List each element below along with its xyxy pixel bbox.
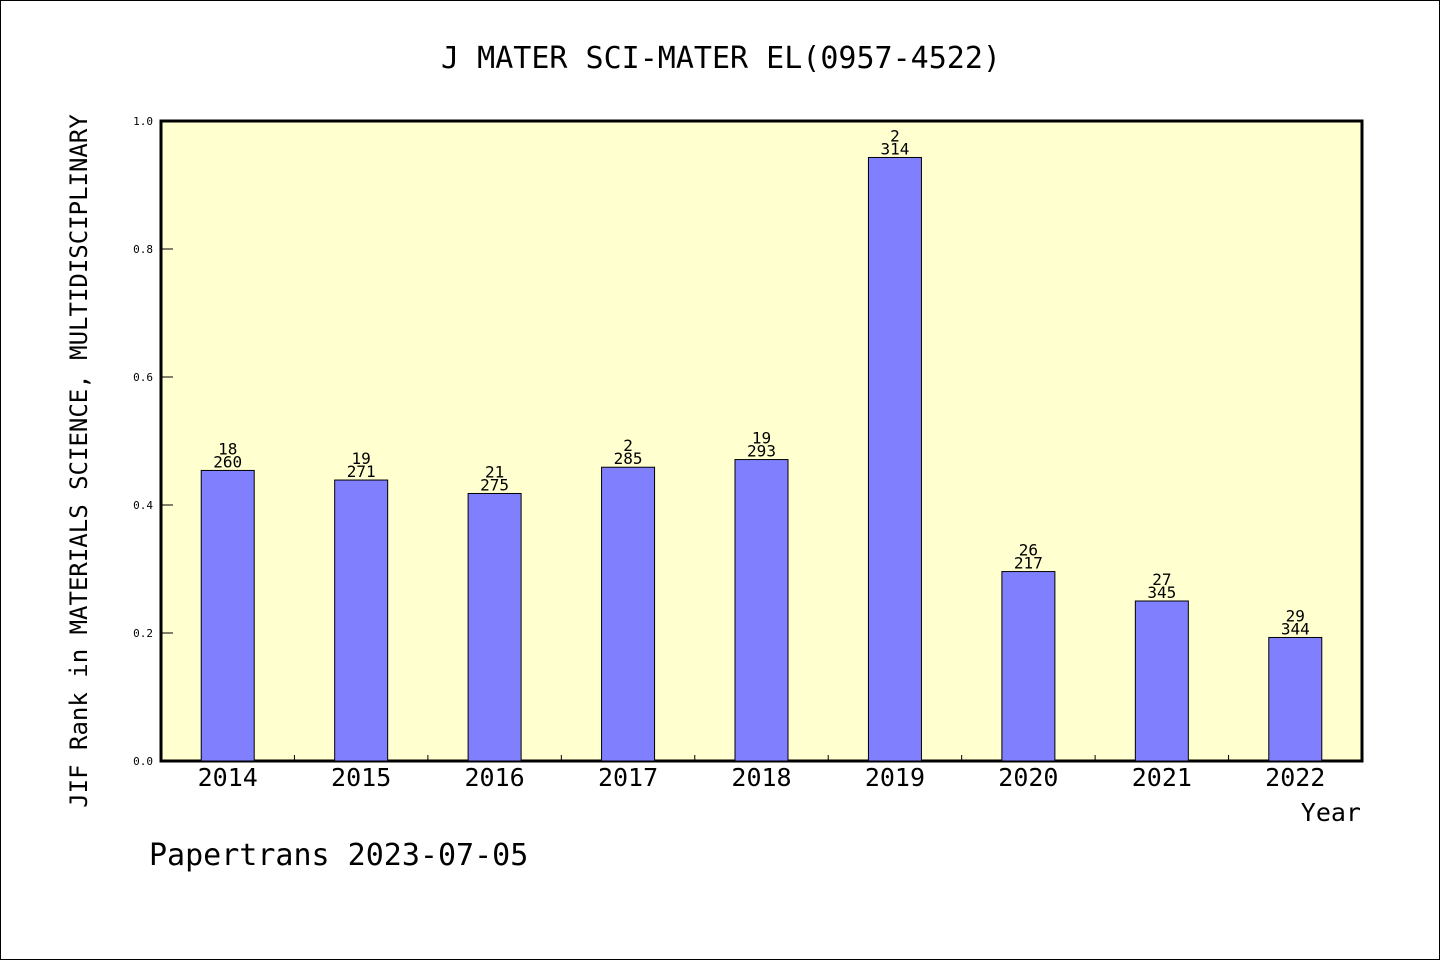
bar-label-bottom: 344 bbox=[1281, 619, 1310, 638]
bar-2014 bbox=[200, 469, 255, 762]
y-tick-label: 0.2 bbox=[133, 627, 153, 640]
bar-label-bottom: 260 bbox=[213, 452, 242, 471]
bar-label-top: 19 bbox=[352, 449, 371, 468]
bar-label-bottom: 314 bbox=[880, 139, 909, 158]
y-axis-label: JIF Rank in MATERIALS SCIENCE, MULTIDISC… bbox=[65, 114, 93, 808]
x-tick-label: 2014 bbox=[198, 763, 258, 792]
x-tick-label: 2017 bbox=[598, 763, 658, 792]
y-tick-label: 0.8 bbox=[133, 243, 153, 256]
bar-2022 bbox=[1268, 636, 1323, 762]
bar-label-bottom: 217 bbox=[1014, 554, 1043, 573]
bar-2015 bbox=[334, 479, 389, 762]
x-tick-label: 2022 bbox=[1265, 763, 1325, 792]
x-tick-label: 2020 bbox=[998, 763, 1058, 792]
bar-label-top: 18 bbox=[218, 439, 237, 458]
x-tick-label: 2018 bbox=[731, 763, 791, 792]
bar-label-bottom: 345 bbox=[1147, 583, 1176, 602]
x-axis: 2014 2015 2016 2017 2018 2019 2020 2021 2022 bbox=[198, 755, 1325, 792]
x-tick-label: 2021 bbox=[1132, 763, 1192, 792]
bar-label-top: 2 bbox=[623, 436, 633, 455]
y-tick-label: 0.0 bbox=[133, 755, 153, 768]
bar-2016 bbox=[467, 492, 522, 762]
x-axis-label: Year bbox=[1301, 798, 1361, 827]
footer-credit: Papertrans 2023-07-05 bbox=[149, 838, 528, 873]
x-tick-label: 2019 bbox=[865, 763, 925, 792]
bar-2017 bbox=[601, 466, 656, 762]
bar-label-top: 26 bbox=[1019, 541, 1038, 560]
bar-2021 bbox=[1134, 600, 1189, 762]
y-tick-label: 0.4 bbox=[133, 499, 153, 512]
bar-2020 bbox=[1001, 571, 1056, 762]
y-tick-label: 0.6 bbox=[133, 371, 153, 384]
bar-label-bottom: 275 bbox=[480, 475, 509, 494]
bar-label-bottom: 271 bbox=[347, 462, 376, 481]
bar-label-top: 29 bbox=[1286, 606, 1305, 625]
bar-label-top: 19 bbox=[752, 429, 771, 448]
bar-label-top: 21 bbox=[485, 462, 504, 481]
x-tick-label: 2015 bbox=[331, 763, 391, 792]
y-tick-label: 1.0 bbox=[133, 115, 153, 128]
chart-title: J MATER SCI-MATER EL(0957-4522) bbox=[441, 41, 1001, 76]
bar-label-bottom: 293 bbox=[747, 442, 776, 461]
bar-label-top: 27 bbox=[1152, 570, 1171, 589]
y-axis: 0.0 0.2 0.4 0.6 0.8 1.0 bbox=[133, 115, 173, 768]
bar-2019 bbox=[867, 156, 922, 762]
bar-label-top: 2 bbox=[890, 126, 900, 145]
bar-2018 bbox=[734, 459, 789, 762]
bar-label-bottom: 285 bbox=[614, 449, 643, 468]
x-tick-label: 2016 bbox=[465, 763, 525, 792]
